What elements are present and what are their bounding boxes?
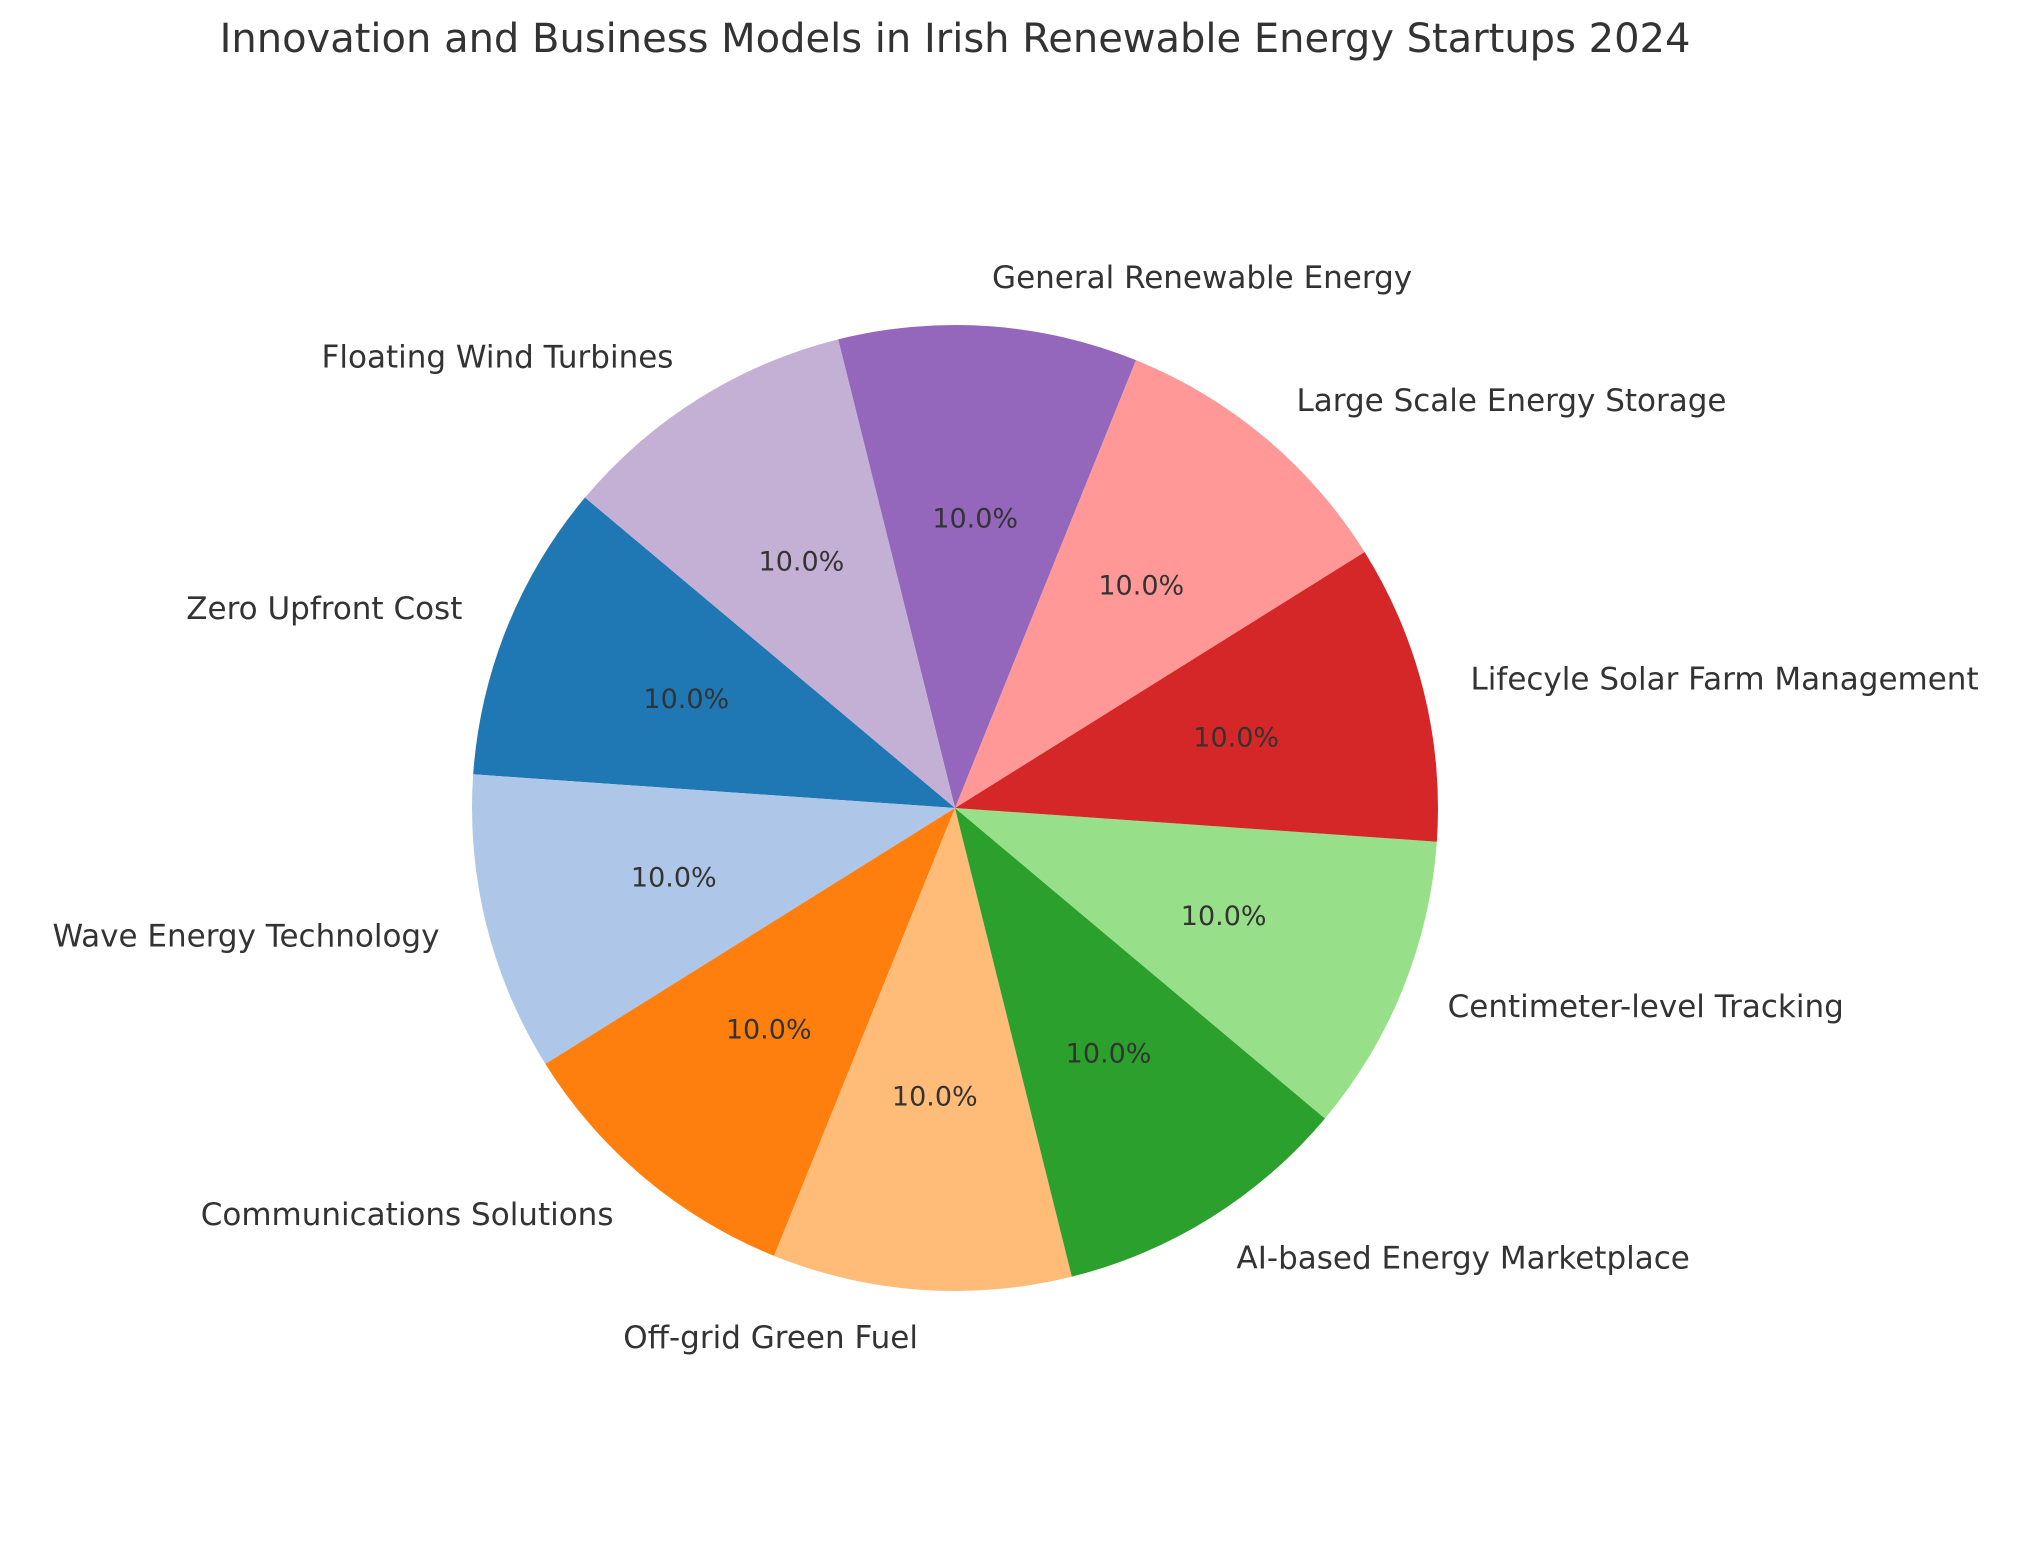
slice-label: Zero Upfront Cost [186,591,462,627]
slice-percentage-label: 10.0% [631,863,717,894]
pie-slice [585,339,955,808]
pie-slice [471,774,955,1064]
slice-percentage-label: 10.0% [1066,1038,1152,1069]
slice-label: Off-grid Green Fuel [623,1320,918,1356]
pie-slice [545,808,955,1256]
pie-slice [955,360,1365,808]
slice-label: Communications Solutions [201,1197,614,1233]
chart-title: Innovation and Business Models in Irish … [220,16,1691,62]
pie-slice [955,808,1325,1277]
slice-percentage-label: 10.0% [643,684,729,715]
slice-label: Large Scale Energy Storage [1297,383,1727,419]
pie-slice [473,497,955,808]
slice-label: Centimeter-level Tracking [1448,989,1844,1025]
pie-slice [955,552,1439,842]
pie-slice [838,325,1136,808]
slice-label: AI-based Energy Marketplace [1237,1241,1690,1277]
pie-slice [955,808,1437,1119]
slice-percentage-label: 10.0% [892,1082,978,1113]
slice-percentage-label: 10.0% [759,547,845,578]
pie-slices [471,325,1439,1291]
slice-percentage-label: 10.0% [932,503,1018,534]
slice-label: Lifecyle Solar Farm Management [1471,661,1979,697]
slice-percentage-label: 10.0% [1181,901,1267,932]
pie-labels: Zero Upfront Cost 10.0% Wave Energy Techno… [52,260,1978,1356]
slice-percentage-label: 10.0% [726,1014,812,1045]
slice-label: Wave Energy Technology [52,919,439,955]
slice-label: General Renewable Energy [992,260,1412,296]
pie-slice [774,808,1072,1291]
slice-percentage-label: 10.0% [1098,571,1184,602]
slice-percentage-label: 10.0% [1193,722,1279,753]
slice-label: Floating Wind Turbines [322,339,674,375]
